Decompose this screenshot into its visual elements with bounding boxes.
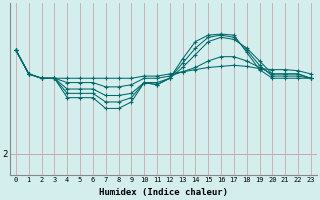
X-axis label: Humidex (Indice chaleur): Humidex (Indice chaleur) [99,188,228,197]
